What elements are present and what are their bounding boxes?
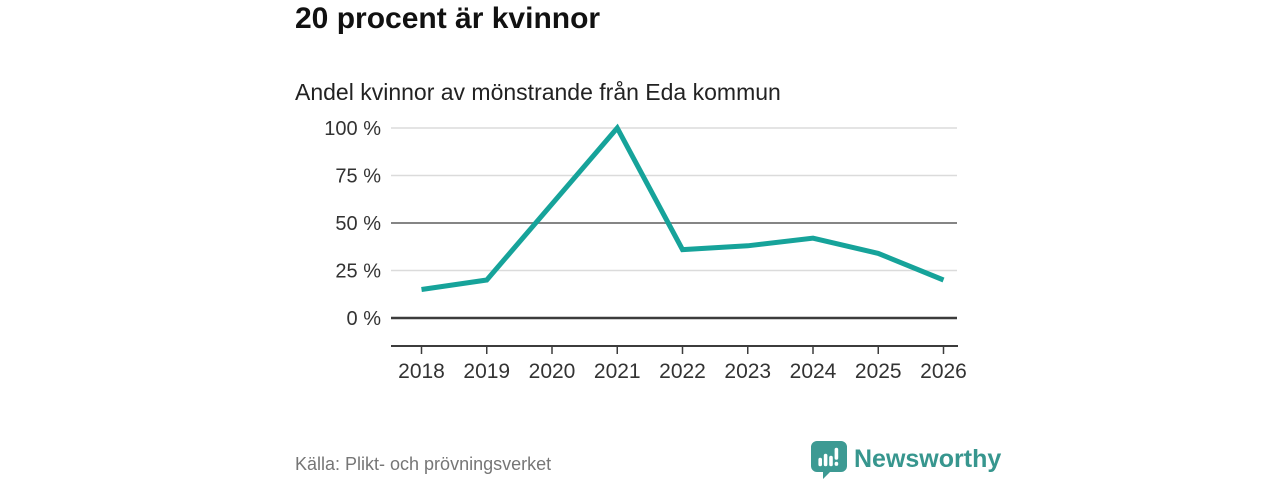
y-axis-labels: 0 % 25 % 50 % 75 % 100 % [324,118,381,330]
newsworthy-wordmark: Newsworthy [854,445,1002,473]
y-tick-label: 50 % [335,213,381,235]
bar-chart-glyph [818,447,839,467]
series-lines [421,123,945,292]
x-tick-label: 2025 [855,360,902,383]
chart-subtitle: Andel kvinnor av mönstrande från Eda kom… [295,79,781,105]
x-tick-label: 2023 [724,360,771,383]
x-tick-label: 2020 [529,360,576,383]
newsworthy-bubble-chart-icon [811,441,847,480]
x-tick-label: 2018 [398,360,445,383]
x-tick-label: 2026 [920,360,967,383]
y-tick-label: 25 % [335,261,381,283]
newsworthy-logo: Newsworthy [811,441,1001,479]
gridlines [391,127,957,320]
source-note: Källa: Plikt- och prövningsverket [295,454,552,474]
trend-line [421,123,945,292]
y-tick-label: 100 % [324,118,381,140]
x-tick-label: 2021 [594,360,641,383]
y-tick-label: 0 % [347,308,382,330]
y-tick-label: 75 % [335,166,381,188]
x-tick-label: 2019 [463,360,510,383]
chart-title: 20 procent är kvinnor [295,2,601,35]
x-tick-label: 2022 [659,360,706,383]
x-axis [391,345,958,354]
x-axis-labels: 2018 2019 2020 2021 2022 2023 2024 2025 2026 [398,360,967,383]
x-tick-label: 2024 [790,360,837,383]
